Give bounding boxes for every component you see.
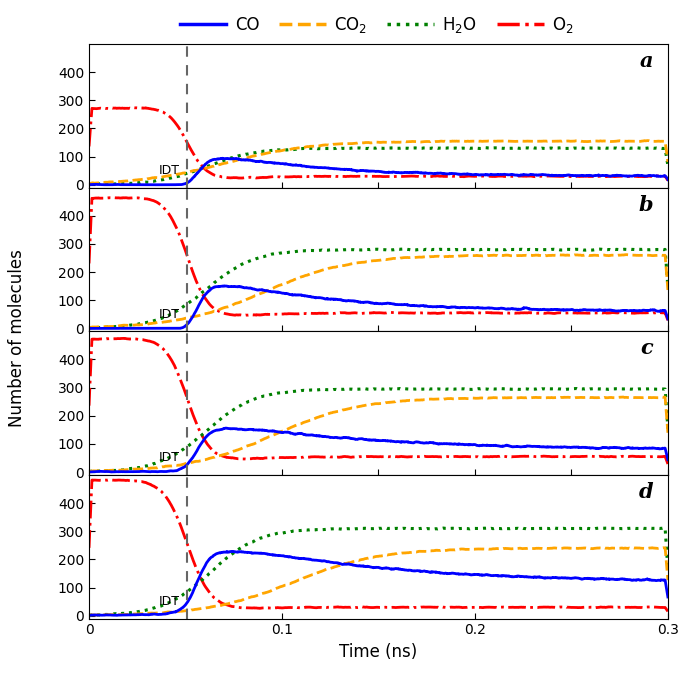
Text: b: b bbox=[639, 195, 653, 215]
Text: IDT: IDT bbox=[159, 308, 179, 321]
X-axis label: Time (ns): Time (ns) bbox=[339, 643, 418, 661]
Text: c: c bbox=[640, 339, 653, 358]
Text: a: a bbox=[640, 51, 653, 71]
Text: d: d bbox=[639, 482, 653, 502]
Text: IDT: IDT bbox=[159, 452, 179, 464]
Text: Number of molecules: Number of molecules bbox=[8, 249, 26, 427]
Text: IDT: IDT bbox=[159, 164, 179, 177]
Text: IDT: IDT bbox=[159, 595, 179, 608]
Legend: CO, CO$_2$, H$_2$O, O$_2$: CO, CO$_2$, H$_2$O, O$_2$ bbox=[173, 8, 580, 42]
